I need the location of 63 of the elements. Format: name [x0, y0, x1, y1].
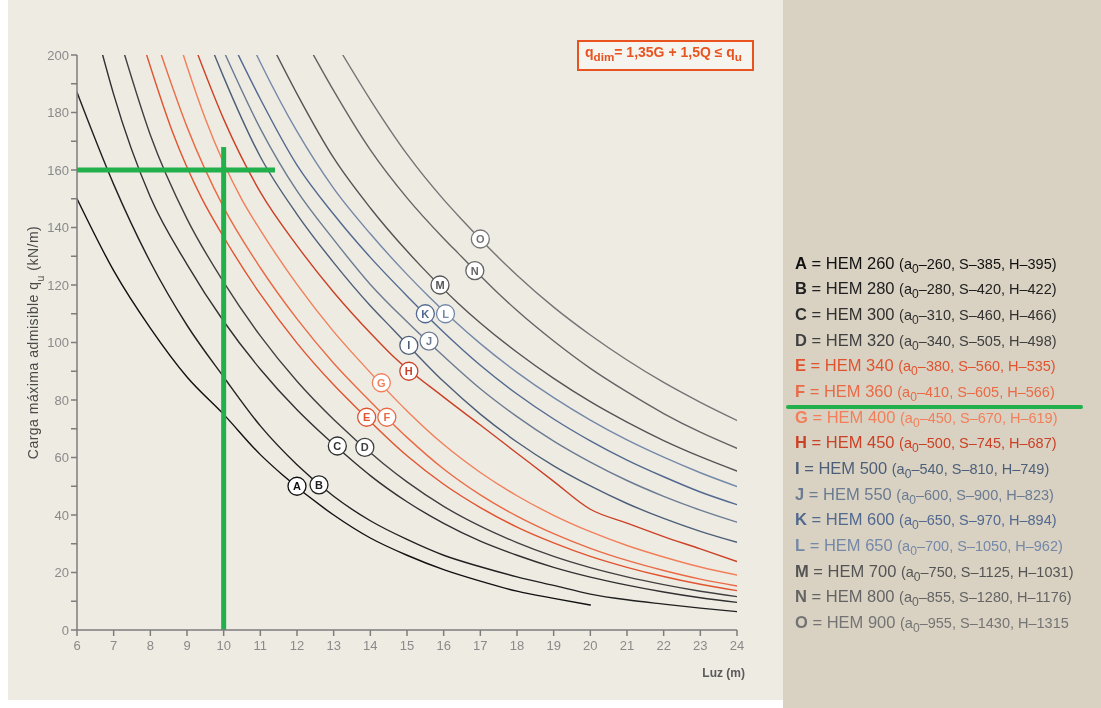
annotation: J	[425, 334, 433, 347]
text: M = HEM 700 (a$_{0}$–750, S–1125, H–1031)	[795, 561, 1074, 584]
x-tick-label: 23	[693, 638, 708, 654]
x-tick-label: 18	[509, 638, 525, 654]
annotation: F	[383, 411, 391, 424]
x-axis-title: Luz (m)	[702, 666, 745, 680]
y-tick-label: 40	[54, 507, 69, 523]
x-tick-label: 15	[399, 638, 415, 654]
text: F = HEM 360 (a$_{0}$–410, S–605, H–566)	[795, 381, 1055, 404]
y-tick-label: 20	[54, 565, 69, 581]
text: D = HEM 320 (a$_{0}$–340, S–505, H–498)	[795, 330, 1057, 353]
text: G = HEM 400 (a$_{0}$–450, S–670, H–619)	[795, 407, 1058, 430]
annotation: L	[442, 307, 450, 320]
x-tick-label: 13	[326, 638, 341, 654]
annotation: A	[293, 480, 302, 493]
text: K = HEM 600 (a$_{0}$–650, S–970, H–894)	[795, 510, 1057, 533]
y-tick-label: 180	[47, 105, 69, 121]
annotation: H	[404, 365, 413, 378]
x-tick-label: 19	[546, 638, 561, 654]
x-tick-label: 7	[110, 638, 118, 654]
x-tick-label: 14	[363, 638, 378, 654]
y-tick-label: 200	[47, 47, 69, 63]
text: L = HEM 650 (a$_{0}$–700, S–1050, H–962)	[795, 536, 1063, 558]
y-tick-label: 140	[47, 220, 69, 236]
annotation: M	[435, 278, 445, 291]
x-tick-label: 22	[656, 638, 671, 654]
x-tick-label: 24	[729, 638, 745, 654]
text: I = HEM 500 (a$_{0}$–540, S–810, H–749)	[795, 459, 1050, 481]
line-series	[77, 198, 592, 606]
y-tick-label: 100	[47, 335, 69, 351]
x-tick-label: 21	[619, 638, 635, 654]
y-tick-label: 120	[47, 277, 69, 293]
x-tick-label: 9	[183, 638, 191, 654]
y-tick-label: 80	[54, 392, 69, 408]
annotation: G	[377, 376, 386, 389]
annotation: C	[333, 439, 342, 452]
text: C = HEM 300 (a$_{0}$–310, S–460, H–466)	[795, 304, 1057, 327]
x-tick-label: 10	[216, 638, 231, 654]
annotation: B	[315, 478, 324, 491]
text: J = HEM 550 (a$_{0}$–600, S–900, H–823)	[795, 484, 1054, 507]
x-tick-label: 12	[289, 638, 305, 654]
annotation: N	[470, 264, 479, 277]
text: O = HEM 900 (a$_{0}$–955, S–1430, H–1315	[795, 613, 1069, 636]
x-tick-label: 11	[253, 638, 268, 654]
x-tick-label: 6	[73, 638, 81, 654]
x-tick-label: 16	[436, 638, 451, 654]
y-tick-label: 60	[54, 450, 69, 466]
x-tick-label: 8	[146, 638, 154, 654]
annotation: O	[476, 232, 486, 245]
text: H = HEM 450 (a$_{0}$–500, S–745, H–687)	[795, 433, 1057, 456]
y-tick-label: 0	[61, 622, 69, 638]
text: N = HEM 800 (a$_{0}$–855, S–1280, H–1176)	[795, 587, 1072, 610]
text: E = HEM 340 (a$_{0}$–380, S–560, H–535)	[795, 356, 1056, 379]
x-tick-label: 17	[473, 638, 488, 654]
annotation: E	[362, 411, 371, 424]
annotation: q$_{dim}$= 1,35G + 1,5Q ≤ q$_{u}$	[577, 40, 754, 71]
annotation: K	[421, 307, 430, 320]
text: B = HEM 280 (a$_{0}$–280, S–420, H–422)	[795, 279, 1057, 302]
annotation: I	[407, 339, 411, 352]
y-tick-label: 160	[47, 162, 69, 178]
text: A = HEM 260 (a$_{0}$–260, S–385, H–395)	[795, 253, 1057, 276]
x-tick-label: 20	[583, 638, 598, 654]
annotation: D	[360, 441, 369, 454]
